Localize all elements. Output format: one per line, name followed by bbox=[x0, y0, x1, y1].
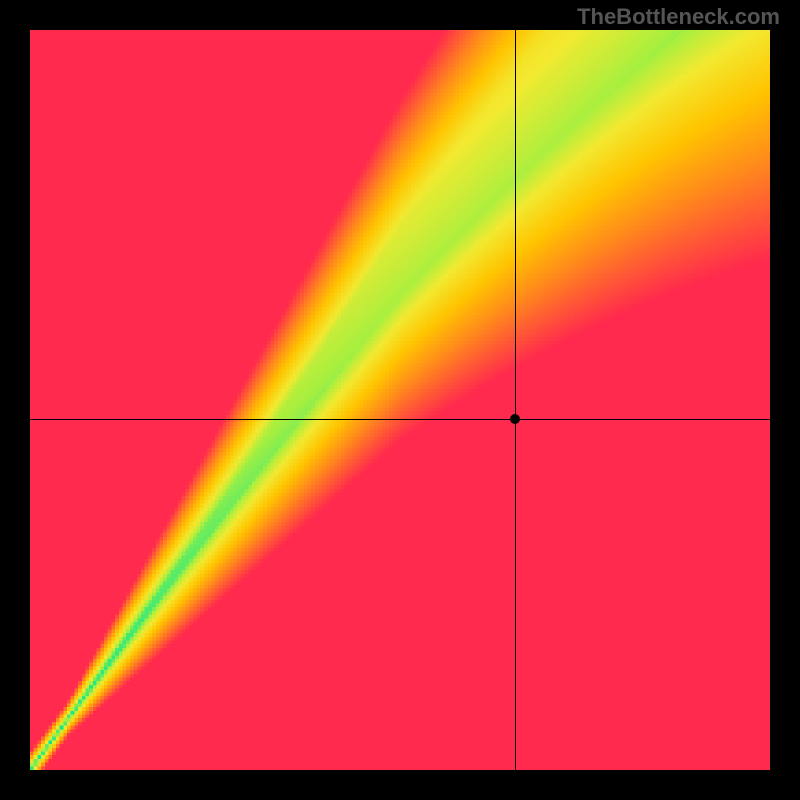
watermark-text: TheBottleneck.com bbox=[577, 4, 780, 30]
plot-area bbox=[30, 30, 770, 770]
crosshair-horizontal bbox=[30, 419, 770, 420]
crosshair-vertical bbox=[515, 30, 516, 770]
chart-container: TheBottleneck.com bbox=[0, 0, 800, 800]
crosshair-marker bbox=[510, 414, 520, 424]
bottleneck-heatmap bbox=[30, 30, 770, 770]
